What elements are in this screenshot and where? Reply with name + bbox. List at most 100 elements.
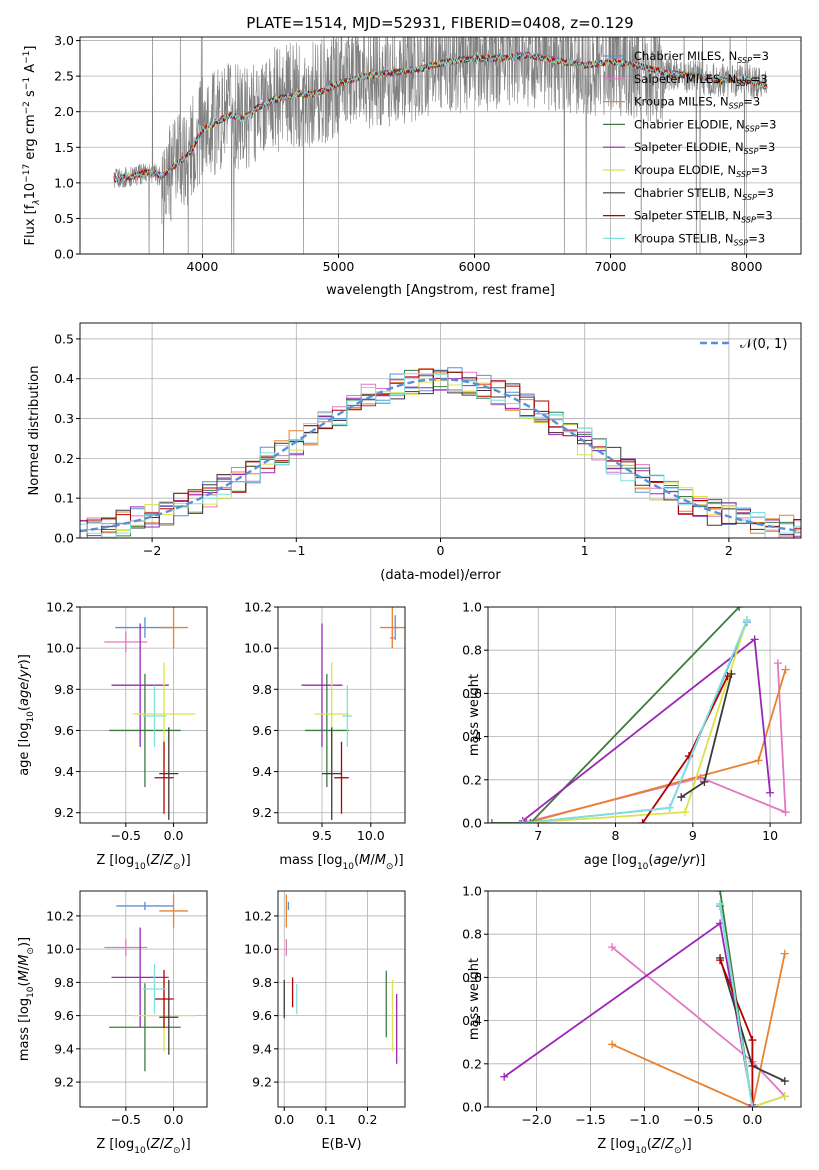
- x-tick-label: −2: [143, 543, 161, 558]
- y-tick-label: 9.6: [54, 1008, 74, 1023]
- x-tick-label: −0.5: [683, 1112, 713, 1127]
- y-tick-label: 0.2: [462, 772, 482, 787]
- y-tick-label: 0.4: [54, 371, 74, 386]
- errorbar-kroupa-miles: [159, 607, 188, 649]
- weight-marker: [526, 819, 535, 823]
- weight-line: [491, 607, 740, 823]
- y-tick-label: 9.4: [54, 1041, 74, 1056]
- errorbar-salpeter-miles: [104, 939, 148, 956]
- x-tick-label: 0.2: [358, 1112, 378, 1127]
- y-tick-label: 9.6: [252, 723, 272, 738]
- y-tick-label: 0.0: [462, 816, 482, 831]
- errorbar-chabrier-elodie: [304, 673, 349, 787]
- panel-mass_vs_EBV: 0.0 0.1 0.2 9.2 9.4 9.6 9.8 10.0 10.2 E(B-V): [244, 890, 406, 1152]
- errorbar-salpeter-elodie: [111, 927, 169, 1028]
- y-tick-label: 9.8: [252, 975, 272, 990]
- y-tick-label: 10.0: [46, 641, 74, 656]
- weight-marker: [780, 949, 789, 958]
- panel-spectrum: 4000 5000 6000 7000 8000 0.0 0.5 1.0 1.5 2.0 2.5 3.…: [22, 33, 802, 298]
- weights-kroupa-stelib: [518, 615, 751, 823]
- y-tick-label: 0.8: [462, 927, 482, 942]
- x-axis-label: (data-model)/error: [380, 568, 501, 583]
- panel-residuals: −2 −1 0 1 2 0.0 0.1 0.2 0.3 0.4 0.5 𝒩(0, 1) (data-mo…: [27, 322, 802, 583]
- weight-marker: [781, 808, 790, 817]
- y-tick-label: 0.6: [462, 970, 482, 985]
- weights-kroupa-stelib: [716, 899, 757, 1107]
- axes-frame: [277, 606, 406, 824]
- weight-marker: [608, 1040, 617, 1049]
- weights-chabrier-elodie: [488, 607, 744, 823]
- weight-marker: [754, 756, 763, 765]
- weights-salpeter-miles: [518, 659, 790, 823]
- errorbar-kroupa-miles: [380, 607, 405, 649]
- weight-line: [611, 953, 786, 1107]
- weight-marker: [608, 943, 617, 952]
- y-tick-label: 0.4: [462, 1013, 482, 1028]
- y-axis-label: mass [log10(M/M⊙)]: [17, 937, 36, 1061]
- x-tick-label: 5000: [323, 259, 355, 274]
- normal-reference-curve: [80, 378, 799, 533]
- x-tick-label: 0: [437, 543, 445, 558]
- y-tick-label: 9.4: [252, 764, 272, 779]
- weight-marker: [748, 1036, 757, 1045]
- x-tick-label: 0.0: [742, 1112, 762, 1127]
- x-tick-label: 7: [534, 828, 542, 843]
- y-tick-label: 0.5: [54, 211, 74, 226]
- weight-marker: [700, 777, 709, 786]
- legend-label: 𝒩(0, 1): [740, 337, 787, 352]
- y-tick-label: 10.2: [244, 600, 272, 615]
- weight-marker: [681, 808, 690, 817]
- y-tick-label: 0.4: [462, 729, 482, 744]
- weight-marker: [665, 803, 674, 812]
- weight-marker: [781, 665, 790, 674]
- y-tick-label: 9.4: [54, 764, 74, 779]
- errorbar-kroupa-stelib: [142, 964, 167, 1014]
- x-tick-label: 4000: [187, 259, 219, 274]
- legend-label: Kroupa STELIB, NSSP=3: [634, 231, 765, 247]
- y-axis-label: mass weight: [467, 674, 482, 756]
- y-tick-label: 0.2: [54, 451, 74, 466]
- y-tick-label: 1.0: [462, 884, 482, 899]
- weight-marker: [780, 1092, 789, 1101]
- weight-marker: [773, 659, 782, 668]
- weight-line: [522, 663, 787, 823]
- grid: [80, 891, 207, 1107]
- y-tick-label: 0.0: [462, 1100, 482, 1115]
- axes-frame: [277, 890, 406, 1108]
- panel-age_vs_Z: −0.5 0.0 9.2 9.4 9.6 9.8 10.0 10.2 Z [log10(Z/Z⊙…: [17, 600, 208, 872]
- legend-label: Chabrier STELIB, NSSP=3: [634, 186, 774, 202]
- errorbar-chabrier-miles: [116, 901, 174, 911]
- plot-area: [113, 37, 768, 254]
- x-tick-label: 0.0: [164, 828, 184, 843]
- weight-marker: [723, 672, 732, 681]
- y-axis-label: age [log10(age/yr)]: [17, 654, 36, 776]
- y-tick-label: 10.0: [244, 942, 272, 957]
- weight-line: [503, 921, 754, 1105]
- x-axis-label: Z [log10(Z/Z⊙)]: [96, 1137, 190, 1156]
- grid: [80, 606, 207, 823]
- axes-frame: [79, 36, 802, 255]
- axes-frame: [79, 606, 208, 824]
- y-tick-label: 0.5: [54, 331, 74, 346]
- weight-marker: [716, 956, 725, 965]
- plot-area: [104, 894, 196, 1072]
- y-tick-label: 1.5: [54, 140, 74, 155]
- errorbar-chabrier-stelib: [159, 979, 179, 1055]
- plot-area: [488, 607, 790, 823]
- weight-marker: [735, 607, 744, 611]
- panel-age_vs_mass: 9.5 10.0 9.2 9.4 9.6 9.8 10.0 10.2 mass [log10(M…: [244, 600, 406, 872]
- y-axis-label: Flux [fλ10−17 erg cm−2 s−1 A−1]: [22, 46, 42, 246]
- x-tick-label: 9: [689, 828, 697, 843]
- x-tick-label: 6000: [459, 259, 491, 274]
- y-tick-label: 0.6: [462, 686, 482, 701]
- weight-marker: [488, 819, 496, 823]
- weight-marker: [716, 899, 725, 908]
- errorbar-salpeter-stelib: [154, 969, 174, 1029]
- errorbar-kroupa-stelib: [342, 685, 353, 747]
- x-tick-label: 10: [762, 828, 778, 843]
- axes-frame: [487, 890, 802, 1108]
- weights-salpeter-elodie: [500, 919, 757, 1107]
- weights-kroupa-elodie: [518, 615, 751, 823]
- spectrum-legend: Chabrier MILES, NSSP=3 Salpeter MILES, NS…: [603, 49, 776, 247]
